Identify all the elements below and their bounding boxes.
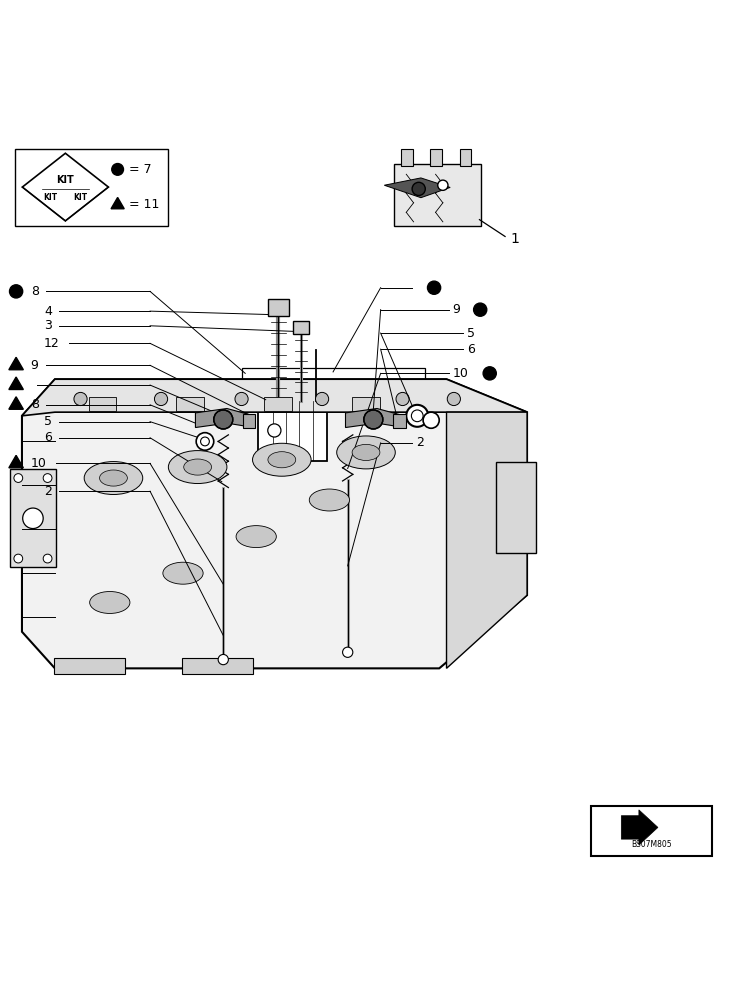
Polygon shape [9,397,23,409]
Text: 8: 8 [31,398,39,411]
Text: 9: 9 [31,359,39,372]
Circle shape [427,281,441,294]
Circle shape [396,392,409,406]
Circle shape [268,424,281,437]
Circle shape [10,285,23,298]
FancyBboxPatch shape [393,414,406,428]
Circle shape [447,392,460,406]
Ellipse shape [236,526,276,548]
Circle shape [23,508,43,529]
Circle shape [235,392,248,406]
Polygon shape [9,455,23,468]
FancyBboxPatch shape [401,149,413,166]
Polygon shape [9,357,23,370]
FancyBboxPatch shape [176,397,204,411]
Text: 10: 10 [31,457,47,470]
Circle shape [214,410,233,429]
Text: KIT: KIT [56,175,74,185]
Circle shape [423,412,439,428]
Circle shape [438,180,448,190]
Text: 1: 1 [510,232,519,246]
Ellipse shape [168,451,227,484]
Polygon shape [621,810,658,845]
Polygon shape [9,377,23,390]
Text: 2: 2 [416,436,424,449]
FancyBboxPatch shape [268,299,288,316]
Polygon shape [195,408,254,428]
Ellipse shape [309,489,350,511]
FancyBboxPatch shape [591,806,712,856]
Text: KIT: KIT [43,193,57,202]
Text: 5: 5 [467,327,475,340]
Ellipse shape [84,462,143,495]
Text: 3: 3 [44,319,52,332]
Text: 5: 5 [44,415,52,428]
Text: 9: 9 [452,303,460,316]
Circle shape [196,433,214,450]
Ellipse shape [184,459,212,475]
Text: = 11: = 11 [130,198,160,211]
FancyBboxPatch shape [352,397,380,411]
FancyBboxPatch shape [10,469,56,567]
Ellipse shape [253,443,311,476]
Circle shape [112,164,124,175]
Text: KIT: KIT [73,193,88,202]
Circle shape [411,410,423,422]
Ellipse shape [352,444,380,460]
Circle shape [14,474,23,482]
Circle shape [43,554,52,563]
Text: 4: 4 [44,305,52,318]
FancyBboxPatch shape [496,462,536,553]
FancyBboxPatch shape [460,149,471,166]
Polygon shape [346,408,404,428]
Circle shape [43,474,52,482]
Polygon shape [22,379,527,416]
Ellipse shape [163,562,203,584]
Circle shape [474,303,487,316]
FancyBboxPatch shape [258,400,327,461]
Circle shape [14,554,23,563]
Text: 6: 6 [44,431,52,444]
Circle shape [154,392,168,406]
FancyBboxPatch shape [394,164,481,226]
Polygon shape [447,412,527,668]
Circle shape [364,410,383,429]
FancyBboxPatch shape [293,321,309,334]
Ellipse shape [100,470,127,486]
Text: 12: 12 [44,337,60,350]
Polygon shape [111,197,124,209]
FancyBboxPatch shape [54,658,125,674]
Text: BS07M805: BS07M805 [631,840,672,849]
Text: 6: 6 [467,343,475,356]
Text: 10: 10 [452,367,468,380]
Circle shape [343,647,353,657]
Circle shape [412,182,425,195]
Ellipse shape [337,436,395,469]
Polygon shape [22,379,527,668]
FancyBboxPatch shape [243,414,255,428]
Circle shape [406,405,428,427]
Circle shape [483,367,496,380]
Circle shape [315,392,329,406]
Text: 2: 2 [44,485,52,498]
Circle shape [201,437,209,446]
Circle shape [74,392,87,406]
Polygon shape [384,178,450,198]
FancyBboxPatch shape [89,397,116,411]
FancyBboxPatch shape [182,658,253,674]
Text: = 7: = 7 [130,163,152,176]
FancyBboxPatch shape [264,397,292,411]
Text: 8: 8 [31,285,39,298]
FancyBboxPatch shape [430,149,442,166]
Circle shape [218,654,228,665]
Ellipse shape [89,591,130,613]
FancyBboxPatch shape [15,149,168,226]
Ellipse shape [268,452,296,468]
